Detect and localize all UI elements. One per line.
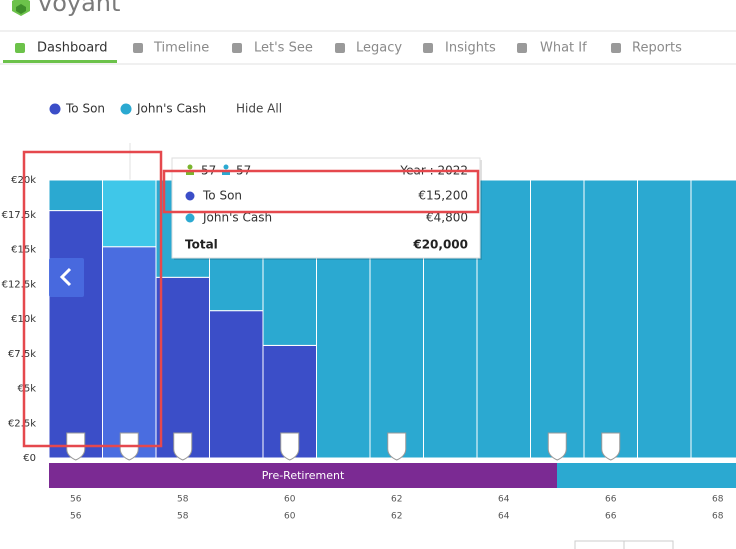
x-tick-label-second: 58 <box>177 512 189 522</box>
legend-dot[interactable] <box>49 103 61 115</box>
tooltip-total-name: Total <box>185 238 218 252</box>
x-tick-label: 68 <box>712 495 724 505</box>
x-tick-label: 66 <box>605 495 617 505</box>
bar-segment <box>209 310 264 459</box>
tab-icon <box>423 43 433 53</box>
scroll-left-button[interactable] <box>49 258 84 297</box>
tooltip-dot <box>185 213 195 223</box>
x-tick-label: 62 <box>391 495 402 505</box>
tab-icon <box>611 43 621 53</box>
event-marker[interactable] <box>601 432 621 461</box>
nav-tab[interactable]: Legacy <box>356 41 402 56</box>
event-marker[interactable] <box>547 432 567 461</box>
tab-icon <box>15 43 25 53</box>
tab-icon <box>517 43 527 53</box>
nav-tab[interactable]: Reports <box>632 41 682 56</box>
bar-segment <box>637 179 692 459</box>
legend-label[interactable]: John's Cash <box>136 102 206 116</box>
nav-tab[interactable]: Dashboard <box>37 41 108 56</box>
tooltip: 57 57 Year : 2022 To Son €15,200 John's … <box>171 157 482 260</box>
logo: voyant <box>12 0 120 17</box>
x-tick-label: 64 <box>498 495 510 505</box>
phase-bar <box>49 463 557 488</box>
zoom-controls[interactable] <box>574 540 674 549</box>
tab-icon <box>335 43 345 53</box>
event-marker[interactable] <box>173 432 193 461</box>
bar-segment <box>155 276 210 459</box>
x-tick-label-second: 68 <box>712 512 724 522</box>
nav-tab[interactable]: Let's See <box>254 41 313 56</box>
tooltip-dot <box>185 191 195 201</box>
logo-text: voyant <box>38 0 120 17</box>
bar-segment <box>48 210 103 459</box>
nav-tab[interactable]: Timeline <box>153 41 209 56</box>
person-icon <box>222 164 230 175</box>
tooltip-value: €4,800 <box>426 211 468 225</box>
tooltip-value: €15,200 <box>418 189 468 203</box>
person-icon <box>186 164 194 175</box>
tooltip-name: John's Cash <box>202 211 272 225</box>
legend-label[interactable]: To Son <box>65 102 105 116</box>
active-tab-underline <box>3 60 117 63</box>
tooltip-name: To Son <box>202 189 242 203</box>
y-tick-label: €2.5k <box>8 418 36 429</box>
nav-tab[interactable]: Insights <box>445 41 496 56</box>
event-marker[interactable] <box>280 432 300 461</box>
x-tick-label-second: 64 <box>498 512 510 522</box>
event-marker[interactable] <box>387 432 407 461</box>
x-tick-label-second: 66 <box>605 512 617 522</box>
bar-segment <box>102 246 157 459</box>
x-tick-label: 60 <box>284 495 296 505</box>
bar-segment <box>583 179 638 459</box>
y-tick-label: €0 <box>23 453 36 464</box>
y-tick-label: €5k <box>17 384 36 395</box>
nav-tab[interactable]: What If <box>540 41 587 56</box>
bar-segment <box>48 179 103 212</box>
tooltip-total-value: €20,000 <box>412 238 468 252</box>
y-tick-label: €17.5k <box>2 210 37 221</box>
bar-segment <box>476 179 531 459</box>
bar-segment <box>690 179 736 459</box>
annotation-box <box>22 150 163 448</box>
bar-segment <box>102 179 157 248</box>
phase-label: Pre-Retirement <box>262 469 345 482</box>
logo-icon-inner <box>16 4 26 14</box>
y-tick-label: €12.5k <box>2 279 37 290</box>
x-tick-label: 56 <box>70 495 82 505</box>
y-tick-label: €7.5k <box>8 349 36 360</box>
tab-icon <box>232 43 242 53</box>
tab-icon <box>133 43 143 53</box>
x-tick-label-second: 62 <box>391 512 402 522</box>
x-tick-label: 58 <box>177 495 189 505</box>
legend-dot[interactable] <box>120 103 132 115</box>
annotation-box <box>162 169 480 214</box>
x-tick-label-second: 60 <box>284 512 296 522</box>
phase-bar <box>557 463 736 488</box>
hide-all[interactable]: Hide All <box>236 102 282 116</box>
x-tick-label-second: 56 <box>70 512 82 522</box>
bar-segment <box>530 179 585 459</box>
